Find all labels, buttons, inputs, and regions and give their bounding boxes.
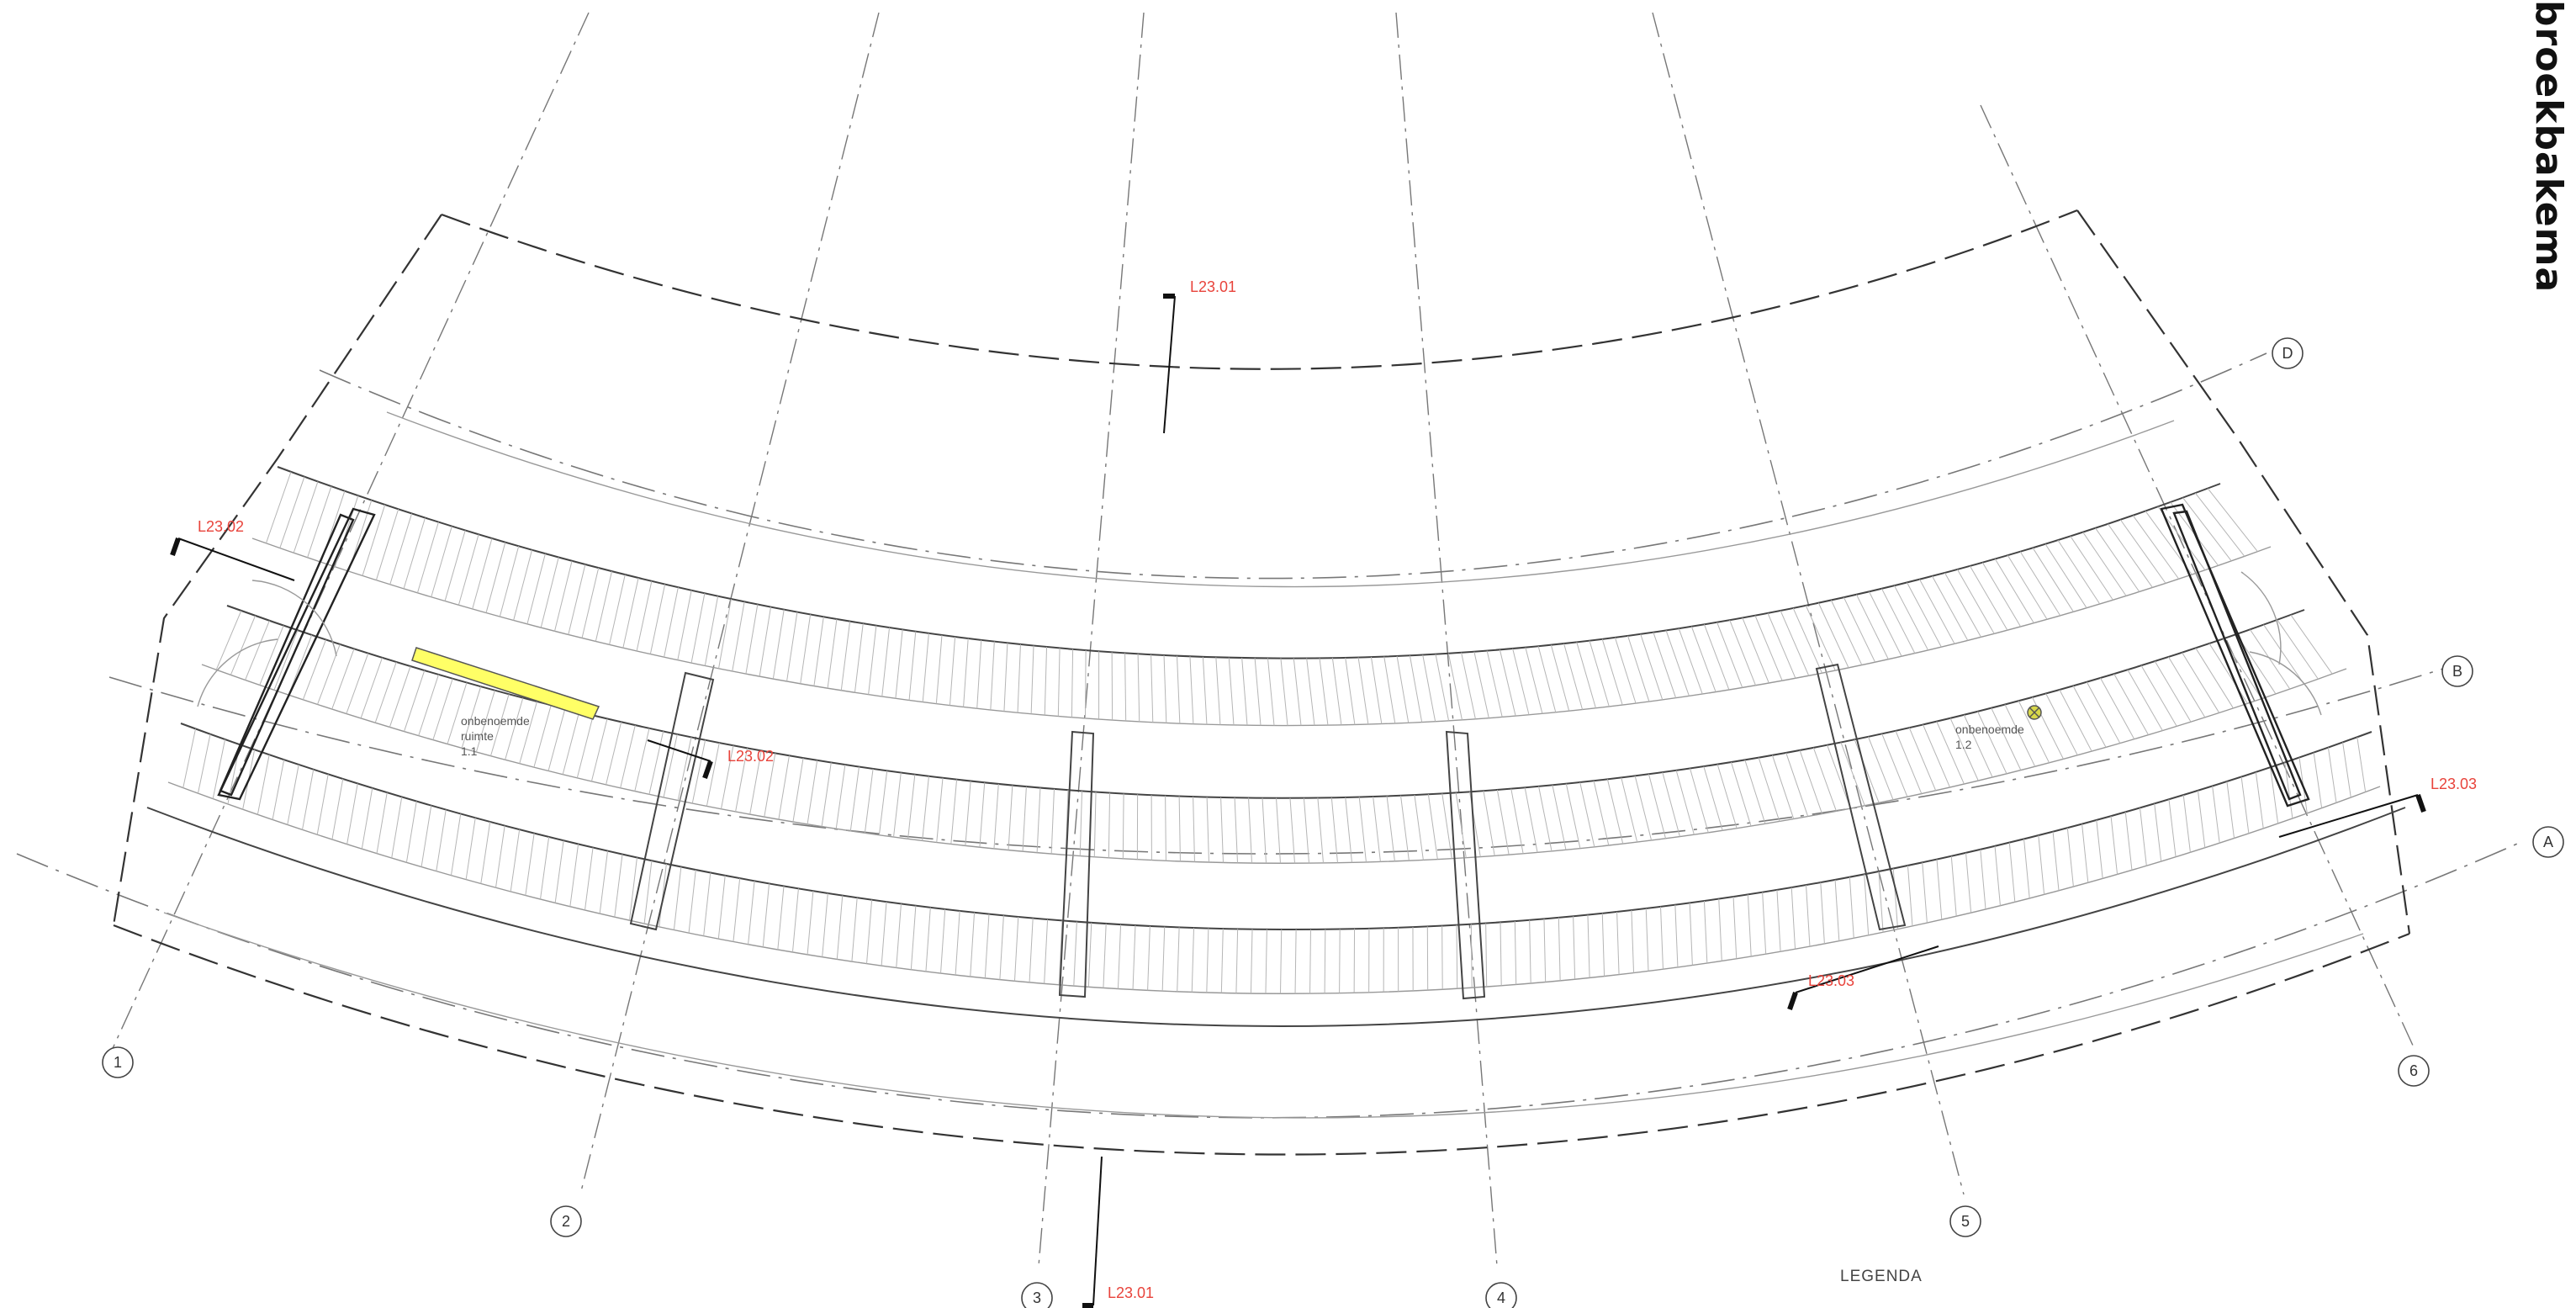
section-label-l23-03-right: L23.03	[2431, 776, 2477, 792]
axis-bubble-2: 2	[550, 1205, 582, 1237]
section-label-l23-02-left: L23.02	[198, 518, 244, 535]
svg-text:5: 5	[1961, 1213, 1970, 1230]
axis-bubble-D: D	[2272, 337, 2304, 369]
axis-bubble-3: 3	[1021, 1282, 1053, 1308]
axis-bubble-B: B	[2441, 655, 2473, 687]
svg-text:A: A	[2543, 834, 2553, 850]
door-swings	[197, 571, 2322, 716]
brand-logo: broekbakema	[2527, 0, 2570, 294]
axis-bubble-6: 6	[2398, 1055, 2430, 1087]
svg-text:B: B	[2452, 663, 2462, 680]
room-label-1-1: onbenoemde ruimte 1.1	[461, 714, 530, 758]
svg-text:ruimte: ruimte	[461, 729, 494, 743]
building-outline	[112, 209, 2411, 1156]
axis-bubble-A: A	[2532, 826, 2564, 858]
radial-grid-lines	[108, 12, 2415, 1267]
svg-text:6: 6	[2409, 1062, 2418, 1079]
svg-text:1.2: 1.2	[1955, 738, 1972, 751]
room-label-1-2: onbenoemde 1.2	[1955, 723, 2024, 751]
section-label-l23-01-bottom: L23.01	[1108, 1284, 1154, 1301]
svg-text:onbenoemde: onbenoemde	[461, 714, 530, 728]
svg-text:4: 4	[1497, 1289, 1505, 1306]
legend-title: LEGENDA	[1840, 1268, 1923, 1285]
section-label-l23-02-mid: L23.02	[727, 748, 774, 765]
highlighted-element	[411, 647, 600, 720]
svg-text:D: D	[2282, 345, 2293, 362]
seating-hatch	[182, 471, 2367, 994]
svg-text:1: 1	[114, 1054, 122, 1071]
svg-text:onbenoemde: onbenoemde	[1955, 723, 2024, 736]
axis-bubble-4: 4	[1485, 1282, 1517, 1308]
svg-text:1.1: 1.1	[461, 744, 478, 758]
svg-text:3: 3	[1033, 1289, 1041, 1306]
structural-frames	[217, 503, 2310, 1000]
axis-bubble-5: 5	[1949, 1205, 1981, 1237]
fixture-marker-icon	[2027, 705, 2042, 720]
section-label-l23-03-bottom: L23.03	[1808, 972, 1854, 989]
axis-bubble-1: 1	[102, 1046, 134, 1078]
svg-text:2: 2	[562, 1213, 570, 1230]
seating-rows	[146, 466, 2406, 1027]
section-cut-lines	[170, 294, 2426, 1308]
section-label-l23-01-top: L23.01	[1190, 278, 1236, 295]
